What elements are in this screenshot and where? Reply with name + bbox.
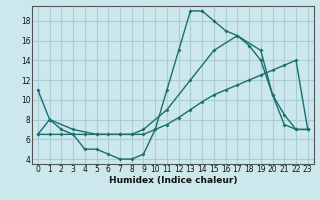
X-axis label: Humidex (Indice chaleur): Humidex (Indice chaleur) <box>108 176 237 185</box>
